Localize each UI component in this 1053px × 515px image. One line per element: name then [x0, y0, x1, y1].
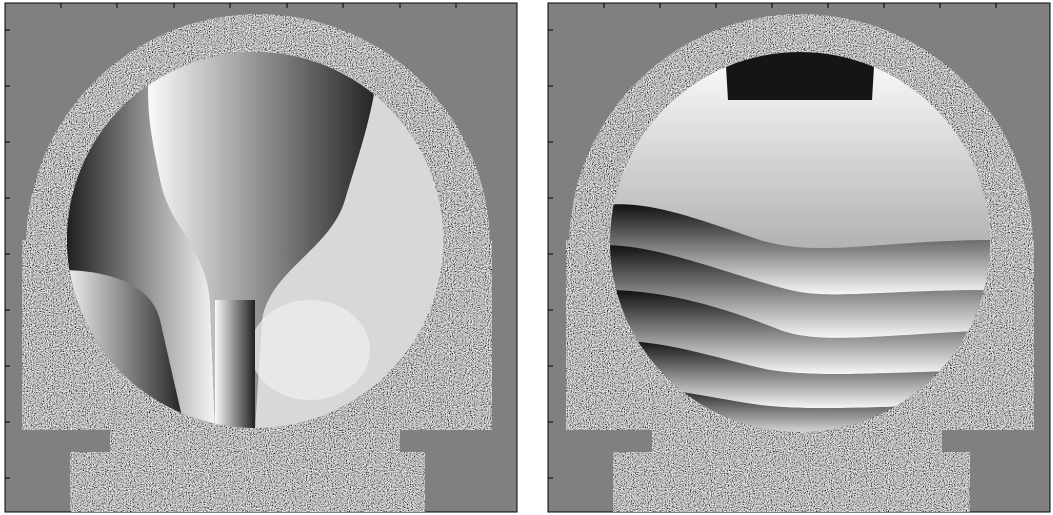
left-panel: [5, 3, 517, 512]
right-panel: [548, 3, 1050, 512]
figure: [0, 0, 1053, 515]
page: [0, 0, 1053, 515]
